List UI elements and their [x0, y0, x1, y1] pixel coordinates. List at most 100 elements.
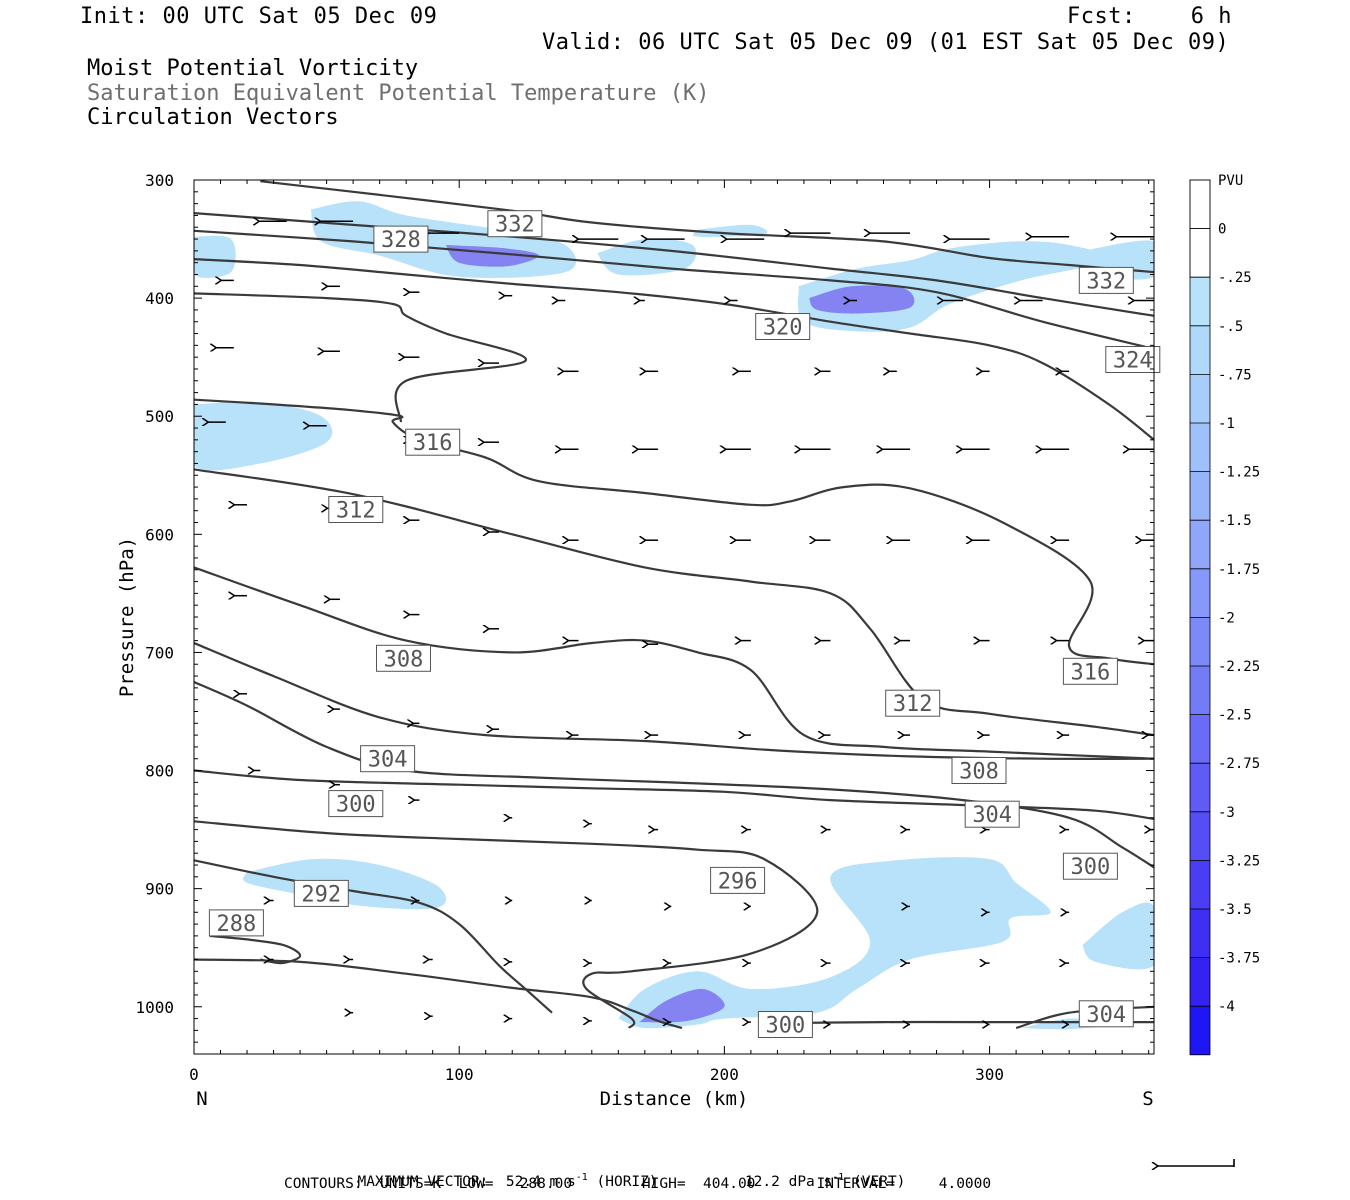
- colorbar-label: -1.75: [1218, 562, 1260, 578]
- colorbar-swatch: [1190, 471, 1210, 521]
- contour-label: 312: [893, 692, 933, 717]
- contour-label-box: [328, 790, 384, 818]
- x-tick-label: 200: [710, 1065, 739, 1084]
- y-tick-label: 300: [145, 171, 174, 190]
- colorbar-swatch: [1190, 860, 1210, 909]
- colorbar-swatch: [1190, 763, 1210, 812]
- contour-line: [194, 468, 1154, 737]
- contour-line: [194, 820, 819, 1029]
- init-time: Init: 00 UTC Sat 05 Dec 09: [80, 4, 438, 29]
- max-vector-horiz-exp: -1: [575, 1172, 588, 1183]
- y-tick-label: 600: [145, 525, 174, 544]
- x-axis-label: Distance (km): [600, 1088, 749, 1110]
- colorbar-label: -4: [1218, 999, 1235, 1015]
- contour-label-box: [1078, 1000, 1134, 1028]
- contour-line: [194, 398, 1154, 666]
- contour-label: 304: [972, 803, 1012, 828]
- max-vector-label: MAXIMUM VECTOR:: [357, 1173, 489, 1190]
- contour-label-box: [293, 879, 349, 907]
- max-vector-vert-unit: (VERT): [853, 1173, 906, 1190]
- colorbar-label: -3.5: [1218, 902, 1252, 918]
- colorbar-label: -.25: [1218, 270, 1252, 286]
- colorbar-unit: PVU: [1218, 173, 1243, 189]
- contour-line: [194, 958, 683, 1030]
- colorbar-label: -1: [1218, 416, 1235, 432]
- mpv-region: [194, 235, 236, 278]
- max-vector-horiz-unit: (HORIZ): [596, 1173, 658, 1190]
- colorbar-label: -.75: [1218, 367, 1252, 383]
- contour-label: 332: [495, 213, 535, 238]
- mpv-region: [797, 241, 1111, 332]
- contour-line: [194, 212, 1154, 317]
- colorbar-swatch: [1190, 1006, 1210, 1055]
- colorbar-swatch: [1190, 617, 1210, 666]
- colorbar-swatch: [1190, 325, 1210, 375]
- contour-label: 328: [381, 228, 421, 253]
- colorbar-label: -2.75: [1218, 756, 1260, 772]
- plot-frame: [193, 179, 1155, 1055]
- y-tick-label: 400: [145, 289, 174, 308]
- contour-line: [194, 769, 1154, 821]
- contour-line: [194, 641, 1154, 760]
- contour-label: 300: [1071, 855, 1111, 880]
- contour-label-box: [1078, 266, 1134, 294]
- mpv-region: [809, 285, 915, 314]
- contour-label-box: [376, 644, 431, 672]
- y-tick-label: 800: [145, 762, 174, 781]
- valid-time: Valid: 06 UTC Sat 05 Dec 09 (01 EST Sat …: [542, 30, 1230, 55]
- contour-label-box: [757, 1011, 813, 1038]
- contour-label-box: [1062, 852, 1118, 880]
- max-vector-vert-exp: -1: [832, 1172, 845, 1183]
- colorbar-label: -.5: [1218, 319, 1243, 335]
- contour-label: 304: [1086, 1003, 1126, 1028]
- contour-label-box: [208, 909, 264, 937]
- colorbar-label: -2: [1218, 610, 1235, 626]
- contour-label-box: [885, 689, 941, 717]
- contour-label-box: [964, 800, 1020, 828]
- colorbar-label: 0: [1218, 222, 1226, 238]
- colorbar-swatch: [1190, 277, 1210, 326]
- contour-label: 312: [336, 499, 376, 524]
- x-tick-label: 100: [445, 1065, 474, 1084]
- max-vector-horiz: 52.4 m s: [505, 1173, 576, 1190]
- mpv-region: [194, 401, 333, 471]
- circulation-vectors: [159, 221, 1154, 1024]
- colorbar-label: -3: [1218, 805, 1235, 821]
- contour-line: [209, 934, 302, 965]
- y-tick-label: 500: [145, 407, 174, 426]
- contour-label: 288: [217, 912, 257, 937]
- contour-label: 304: [368, 748, 408, 773]
- x-axis-left-end: N: [196, 1088, 207, 1110]
- colorbar-swatch: [1190, 811, 1210, 861]
- contour-label-box: [1105, 346, 1161, 373]
- y-axis-label: Pressure (hPa): [116, 537, 138, 697]
- x-tick-label: 0: [189, 1065, 199, 1084]
- contour-label: 316: [1071, 660, 1111, 685]
- contour-label-box: [1062, 657, 1118, 685]
- colorbar-label: -2.5: [1218, 708, 1252, 724]
- colorbar-swatch: [1190, 714, 1210, 764]
- contour-label-box: [328, 496, 384, 523]
- colorbar-label: -3.25: [1218, 853, 1260, 869]
- colorbar-label: -3.75: [1218, 951, 1260, 967]
- contour-label: 292: [301, 882, 341, 907]
- colorbar: 0 -.25 -.5 -.75 -1 -1.25 -1.5 -1.75 -2 -2.25 -2.5 -…: [1189, 179, 1260, 1056]
- contour-label-box: [405, 428, 461, 456]
- contour-label: 300: [336, 793, 376, 818]
- mpv-region: [618, 857, 1051, 1029]
- colorbar-swatch: [1190, 957, 1210, 1007]
- x-axis-right-end: S: [1142, 1088, 1153, 1110]
- colorbar-swatch: [1189, 228, 1211, 278]
- contour-line: [194, 229, 1154, 350]
- contour-label: 316: [413, 431, 453, 456]
- contour-label: 332: [1086, 269, 1126, 294]
- x-tick-label: 300: [975, 1065, 1004, 1084]
- contour-label-box: [487, 210, 543, 238]
- colorbar-swatch: [1190, 374, 1210, 423]
- contour-label: 324: [1113, 349, 1153, 374]
- colorbar-swatch: [1190, 909, 1210, 958]
- forecast-hour: Fcst: 6 h: [1067, 4, 1232, 29]
- colorbar-label: -1.5: [1218, 513, 1252, 529]
- contour-line: [260, 180, 1154, 274]
